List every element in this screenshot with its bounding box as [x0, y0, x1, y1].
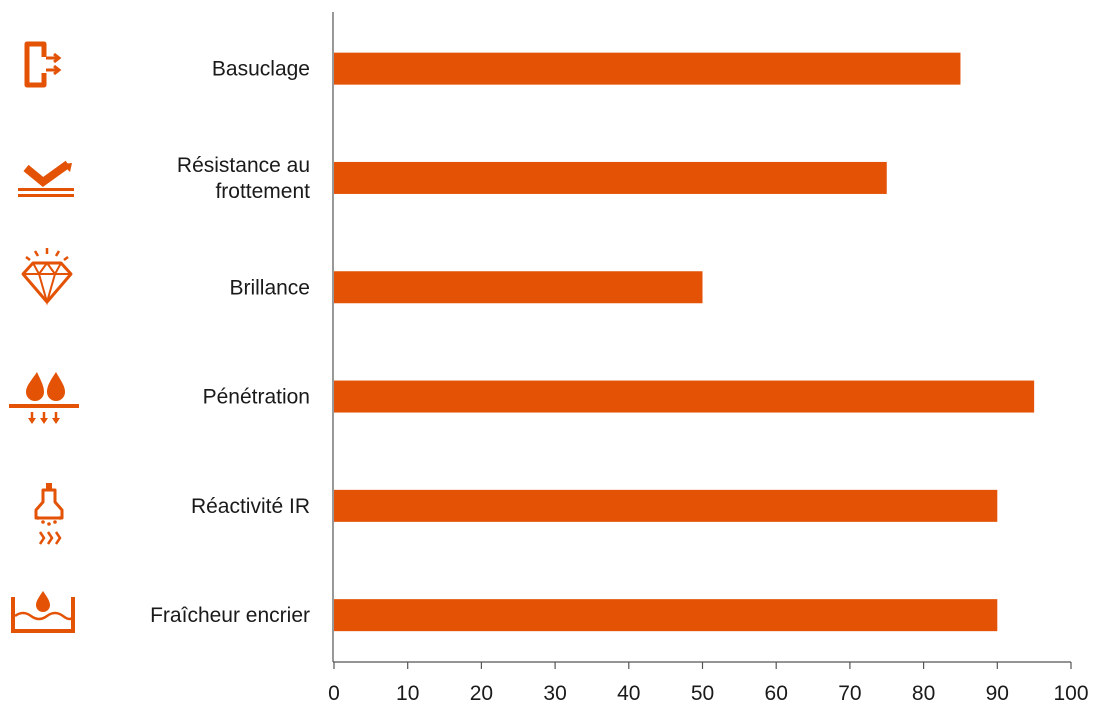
- x-tick-label: 20: [470, 682, 493, 705]
- category-labels: Basuclage Résistance au frottement Brillanc…: [150, 58, 310, 628]
- x-tick-label: 60: [765, 682, 788, 705]
- category-label: Brillance: [229, 276, 310, 299]
- category-label: Fraîcheur encrier: [150, 604, 310, 627]
- bar: [334, 52, 961, 85]
- category-label: Résistance au frottement: [177, 154, 310, 203]
- exit-arrows-icon: [24, 41, 62, 88]
- x-tick-label: 100: [1053, 682, 1088, 705]
- x-tick-label: 0: [328, 682, 340, 705]
- bar: [334, 271, 703, 304]
- x-tick-label: 80: [912, 682, 935, 705]
- bar: [334, 489, 998, 522]
- rub-resistance-icon: [18, 160, 74, 197]
- bars: [334, 52, 1035, 632]
- bar: [334, 380, 1035, 413]
- x-tick-label: 40: [617, 682, 640, 705]
- category-icons: [9, 41, 79, 633]
- category-label: Pénétration: [203, 386, 310, 409]
- bar: [334, 161, 887, 194]
- ink-fountain-icon: [11, 591, 75, 633]
- category-label: Basuclage: [212, 58, 310, 81]
- x-tick-label: 10: [396, 682, 419, 705]
- x-tick-label: 30: [543, 682, 566, 705]
- category-label: Réactivité IR: [191, 495, 310, 518]
- x-tick-label: 70: [838, 682, 861, 705]
- ink-drops-penetration-icon: [9, 372, 79, 424]
- axes: 0 10 20 30 40 50 60 70 80 90 100: [328, 12, 1089, 705]
- bar: [334, 599, 998, 632]
- x-tick-label: 90: [986, 682, 1009, 705]
- ir-lamp-icon: [34, 483, 64, 545]
- x-tick-label: 50: [691, 682, 714, 705]
- diamond-icon: [21, 248, 73, 306]
